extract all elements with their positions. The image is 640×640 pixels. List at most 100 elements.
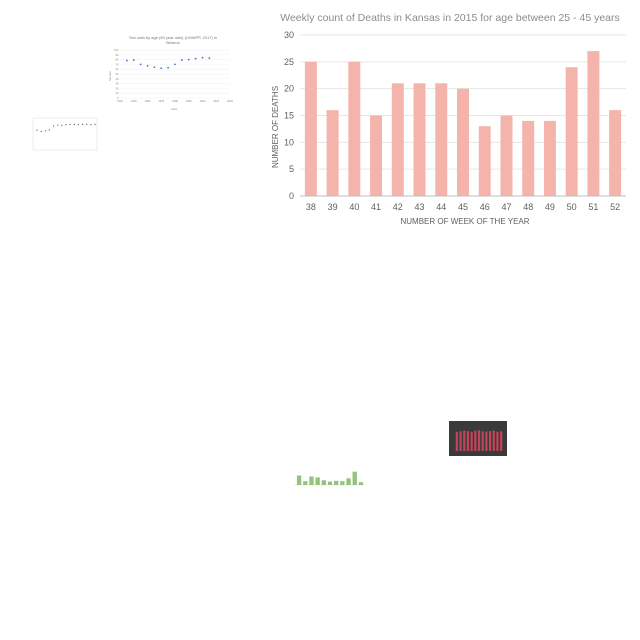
x-tick-label: 47 (501, 202, 511, 212)
small-scatter-point (86, 123, 88, 125)
sex-ratio-thumbnail-title-line2: Belarus (166, 40, 180, 45)
thumb-data-point (160, 67, 163, 70)
dark-bar (496, 431, 499, 451)
thumb-data-point (174, 63, 176, 66)
thumb-data-point (180, 59, 183, 61)
thumb-x-tick-label: 1960 (145, 99, 151, 103)
dark-bar (477, 430, 481, 451)
small-scatter-point (48, 129, 51, 131)
bar-week-42 (391, 83, 404, 196)
small-scatter-point (90, 124, 92, 126)
bars (304, 51, 622, 197)
x-tick-label: 38 (306, 202, 316, 212)
x-tick-label: 45 (458, 202, 468, 212)
bar-week-50 (565, 67, 578, 196)
thumb-data-point (194, 57, 197, 60)
weekly-deaths-bar-chart: Weekly count of Deaths in Kansas in 2015… (271, 12, 626, 226)
thumb-x-tick-label: 1950 (131, 99, 137, 103)
bar-week-38 (304, 61, 317, 197)
dark-bar (459, 431, 462, 451)
thumb-data-point (167, 66, 170, 69)
thumb-y-tick-label: 40 (116, 77, 119, 81)
thumb-y-tick-label: 50 (116, 72, 119, 76)
small-scatter-point (65, 124, 67, 126)
x-axis-ticks: 38 39 40 41 42 43 44 45 46 47 48 49 50 51 52 (306, 202, 620, 212)
small-scatter-point (81, 123, 84, 125)
dark-bar (485, 431, 488, 451)
dark-bar (455, 431, 458, 451)
small-scatter-point (69, 123, 71, 125)
x-tick-label: 51 (588, 202, 598, 212)
x-tick-label: 52 (610, 202, 620, 212)
dark-bar-thumbnail (449, 421, 507, 456)
small-scatter-point (73, 123, 75, 125)
small-scatter-plot-area (32, 117, 98, 151)
dark-bar (492, 430, 495, 451)
bar-week-43 (413, 83, 426, 196)
thumb-x-tick-label: 1970 (158, 99, 164, 103)
x-axis-label: NUMBER OF WEEK OF THE YEAR (400, 217, 529, 226)
bar-week-51 (587, 51, 600, 196)
green-bar (358, 482, 364, 485)
thumb-data-point (125, 59, 128, 62)
green-bar-thumbnail-bars (296, 471, 364, 485)
y-tick-label: 10 (284, 137, 294, 147)
x-tick-label: 43 (415, 202, 425, 212)
small-scatter-point (94, 123, 96, 125)
thumb-data-point (201, 56, 204, 59)
y-tick-label: 15 (284, 111, 294, 121)
sex-ratio-thumbnail-points (125, 56, 211, 70)
thumb-data-point (187, 58, 190, 61)
x-tick-label: 48 (523, 202, 533, 212)
bar-week-45 (457, 88, 469, 196)
small-scatter-point (61, 124, 63, 126)
sex-ratio-thumbnail-y-label: Sex ratio (108, 70, 112, 81)
thumb-x-tick-label: 2000 (200, 99, 206, 103)
green-bar (315, 477, 320, 485)
thumb-data-point (132, 59, 135, 61)
bar-week-49 (543, 120, 556, 196)
x-tick-label: 44 (436, 202, 446, 212)
bar-week-44 (435, 83, 448, 196)
bar-week-40 (348, 61, 361, 197)
thumb-x-tick-label: 2020 (227, 99, 233, 103)
dark-bar (466, 431, 470, 451)
green-bar (321, 480, 326, 485)
green-bar-thumbnail (294, 471, 364, 486)
y-tick-label: 25 (284, 57, 294, 67)
sex-ratio-thumbnail-grid (120, 49, 230, 99)
small-scatter-point (52, 125, 55, 127)
x-tick-label: 41 (371, 202, 381, 212)
dark-bar-thumbnail-bars (455, 430, 503, 451)
dark-bar (500, 431, 503, 451)
sex-ratio-thumbnail-x-ticks: 1940 1950 1960 1970 1980 1990 2000 2010 2020 (117, 99, 233, 103)
y-axis-label: NUMBER OF DEATHS (271, 86, 280, 168)
bar-week-39 (326, 110, 339, 196)
thumb-y-tick-label: 90 (116, 53, 119, 57)
thumb-y-tick-label: 20 (116, 86, 119, 90)
sex-ratio-thumbnail-x-label: Years (171, 107, 178, 111)
green-bar (327, 481, 333, 485)
x-tick-label: 49 (545, 202, 555, 212)
small-scatter-thumbnail (32, 117, 98, 151)
thumb-data-point (146, 64, 149, 67)
small-scatter-point (77, 124, 80, 126)
x-tick-label: 39 (328, 202, 338, 212)
chart-title: Weekly count of Deaths in Kansas in 2015… (280, 12, 620, 24)
thumb-y-tick-label: 60 (116, 67, 119, 71)
x-tick-label: 42 (393, 202, 403, 212)
y-tick-label: 5 (289, 164, 294, 174)
thumb-x-tick-label: 1980 (172, 99, 178, 103)
x-tick-label: 46 (480, 202, 490, 212)
thumb-y-tick-label: 70 (116, 62, 119, 66)
thumb-x-tick-label: 1940 (117, 99, 123, 103)
green-bar (303, 481, 308, 485)
small-scatter-point (57, 124, 59, 126)
bar-week-47 (500, 115, 513, 196)
y-tick-label: 30 (284, 30, 294, 40)
dark-bar (474, 430, 477, 451)
sex-ratio-thumbnail-title-line1: Sex ratio by age (60 year olds) (UNWPP, … (129, 35, 217, 40)
small-scatter-thumbnail-points (36, 123, 96, 133)
thumb-y-tick-label: 10 (116, 91, 119, 95)
